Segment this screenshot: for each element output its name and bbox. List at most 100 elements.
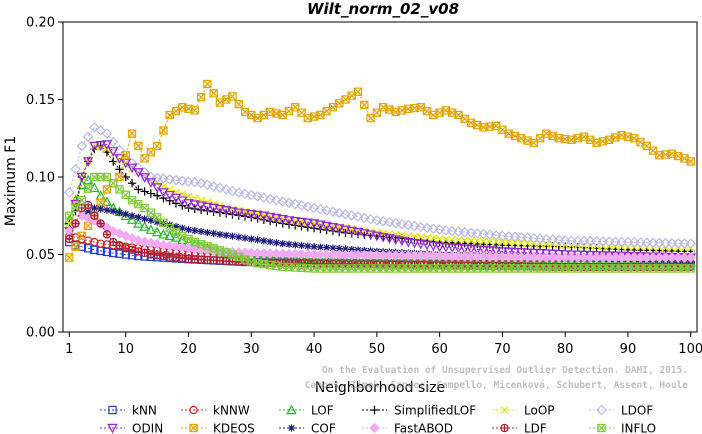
data-point-loop <box>529 239 538 248</box>
data-point-odin <box>359 229 370 239</box>
data-point-kdeos <box>96 198 105 207</box>
x-tick-label: 20 <box>180 342 197 357</box>
data-point-ldof <box>208 181 219 192</box>
data-point-inflo <box>529 264 538 273</box>
x-tick-label: 90 <box>620 342 637 357</box>
data-point-odin <box>472 245 483 256</box>
data-point-loop <box>485 237 494 246</box>
data-point-odin <box>465 244 477 255</box>
data-point-ldof <box>70 164 81 175</box>
legend-label-ldof: LDOF <box>621 404 653 418</box>
legend-item-simplifiedlof: SimplifiedLOF <box>362 404 476 418</box>
data-point-kdeos <box>127 129 137 138</box>
data-point-fastabod <box>158 239 169 251</box>
data-point-ldof <box>277 196 288 207</box>
data-point-ldf <box>83 200 93 210</box>
data-point-lof <box>158 228 169 239</box>
data-point-cof <box>228 232 237 240</box>
data-point-kdeos <box>71 242 80 251</box>
data-point-inflo <box>341 264 350 273</box>
data-point-inflo <box>247 258 256 267</box>
data-point-odin <box>227 207 238 217</box>
data-point-cof <box>210 229 218 238</box>
legend-label-knnw: kNNW <box>213 404 250 418</box>
data-point-simplifiedlof <box>115 165 124 174</box>
data-point-inflo <box>378 264 388 273</box>
data-point-fastabod <box>120 230 132 242</box>
data-point-loop <box>77 172 86 182</box>
data-point-ldof <box>384 217 395 228</box>
data-point-loop <box>460 236 469 245</box>
data-point-ldof <box>158 173 169 184</box>
data-point-kdeos <box>360 100 369 110</box>
data-point-cof <box>90 204 98 212</box>
data-point-fastabod <box>126 232 138 244</box>
legend-marker-inflo <box>597 423 606 433</box>
data-point-ldof <box>402 219 414 231</box>
data-point-odin <box>377 232 389 243</box>
data-point-odin <box>290 216 301 227</box>
data-point-odin <box>478 245 489 256</box>
data-point-odin <box>195 201 207 212</box>
data-point-inflo <box>466 264 476 273</box>
data-point-cof <box>103 206 111 214</box>
data-point-inflo <box>316 264 325 273</box>
x-tick-label: 100 <box>678 342 702 357</box>
data-point-inflo <box>598 264 608 273</box>
data-point-inflo <box>661 264 670 273</box>
data-point-cof <box>109 207 117 215</box>
data-point-ldof <box>434 224 445 235</box>
data-point-inflo <box>278 262 287 272</box>
data-point-cof <box>323 244 331 252</box>
data-point-odin <box>264 212 276 223</box>
data-point-inflo <box>209 244 218 253</box>
data-point-cof <box>297 241 306 250</box>
data-point-odin <box>246 210 257 220</box>
data-point-ldof <box>308 202 320 214</box>
data-point-loop <box>473 236 482 245</box>
data-point-kdeos <box>121 151 130 160</box>
data-point-inflo <box>259 259 269 269</box>
data-point-simplifiedlof <box>159 193 168 203</box>
data-point-inflo <box>460 264 469 273</box>
data-point-inflo <box>617 264 626 273</box>
data-point-knnw <box>83 236 93 245</box>
data-point-inflo <box>152 213 162 222</box>
data-point-inflo <box>680 264 689 273</box>
data-point-fastabod <box>76 210 88 221</box>
data-point-inflo <box>517 264 526 273</box>
data-point-ldof <box>64 187 75 198</box>
y-tick-label: 0.15 <box>26 93 55 108</box>
data-point-inflo <box>623 264 633 273</box>
data-point-inflo <box>372 264 382 273</box>
data-point-loop <box>523 239 532 248</box>
data-point-ldof <box>164 174 175 185</box>
data-point-inflo <box>667 264 677 273</box>
legend-item-knn: kNN <box>100 404 157 418</box>
data-point-fastabod <box>170 241 182 252</box>
data-point-inflo <box>284 263 294 272</box>
data-point-odin <box>547 249 558 260</box>
data-point-odin <box>233 208 244 219</box>
data-point-inflo <box>542 264 551 273</box>
data-point-ldof <box>547 234 558 245</box>
data-point-odin <box>440 243 452 253</box>
data-point-lof <box>126 214 138 224</box>
data-point-lof <box>151 226 163 237</box>
data-point-kdeos <box>209 89 218 98</box>
data-point-odin <box>528 248 539 259</box>
data-point-odin <box>490 246 502 257</box>
data-point-inflo <box>303 263 313 273</box>
legend-marker-ldf <box>500 423 509 433</box>
data-point-ldof <box>515 232 527 243</box>
data-point-inflo <box>636 264 645 273</box>
data-point-inflo <box>586 264 595 273</box>
data-point-kdeos <box>190 106 200 115</box>
data-point-inflo <box>630 264 639 273</box>
data-point-fastabod <box>139 236 150 247</box>
data-point-inflo <box>441 264 451 273</box>
data-point-kdeos <box>77 231 87 241</box>
data-point-inflo <box>77 196 87 205</box>
data-point-ldof <box>82 131 94 142</box>
